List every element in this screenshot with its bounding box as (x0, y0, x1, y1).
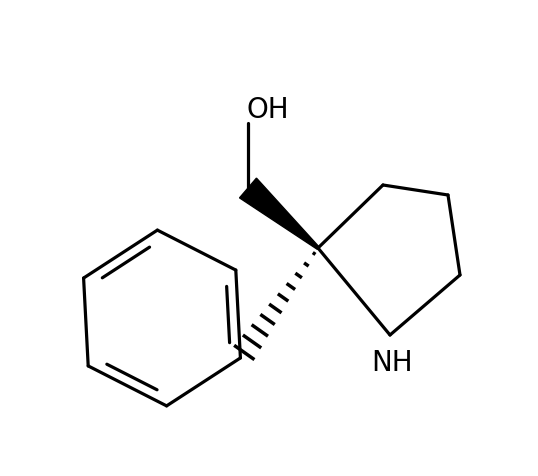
Polygon shape (239, 178, 319, 249)
Text: NH: NH (371, 349, 413, 377)
Text: OH: OH (247, 96, 289, 124)
